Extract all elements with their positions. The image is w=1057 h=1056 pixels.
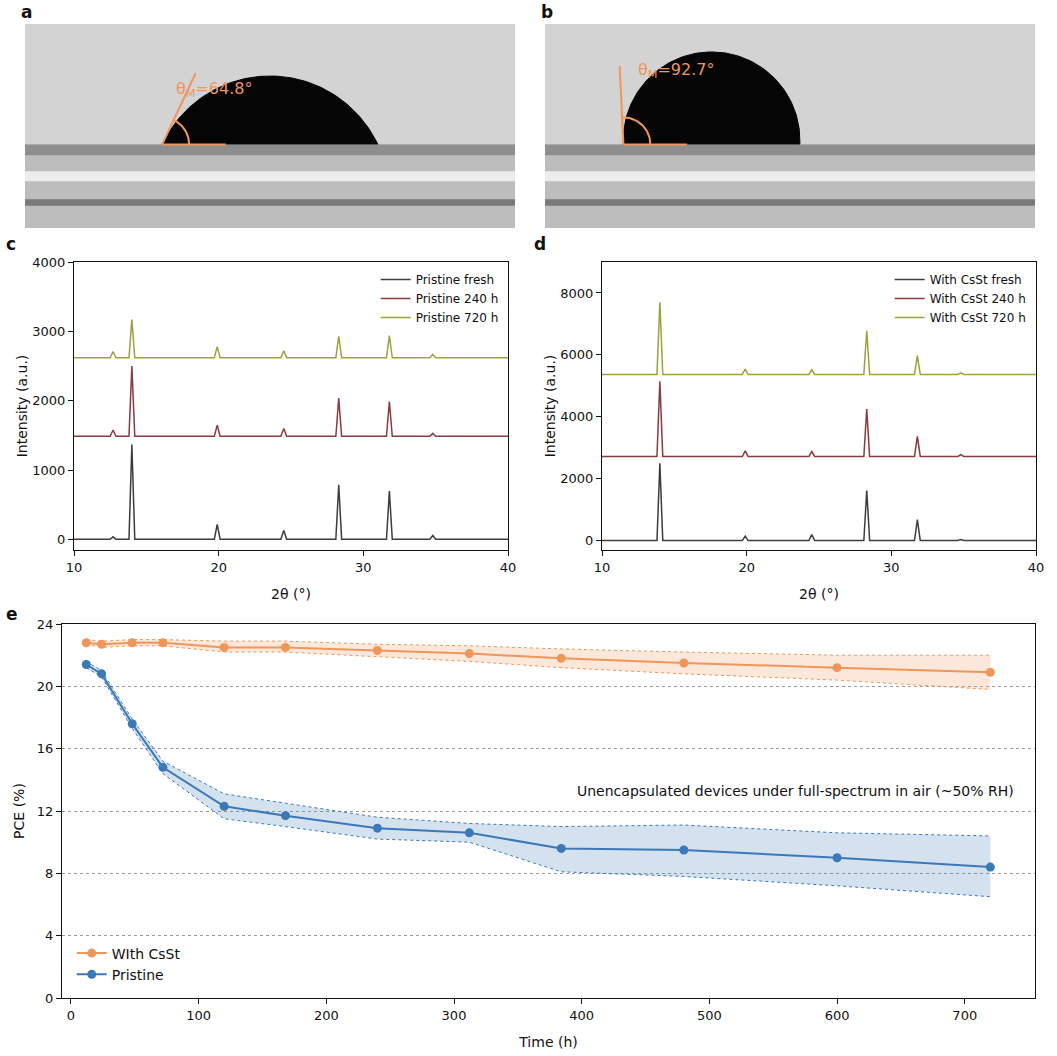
svg-text:θ​M​=64.8°: θ​M​=64.8° [176,79,252,100]
svg-text:WIth CsSt: WIth CsSt [112,946,181,962]
svg-text:Pristine 720 h: Pristine 720 h [416,311,499,325]
svg-text:10: 10 [594,560,611,575]
svg-text:Intensity (a.u.): Intensity (a.u.) [542,355,558,458]
svg-text:0: 0 [585,533,593,548]
svg-text:40: 40 [1028,560,1045,575]
svg-text:Unencapsulated devices under f: Unencapsulated devices under full-spectr… [577,783,1014,799]
svg-text:20: 20 [738,560,755,575]
svg-text:4000: 4000 [560,409,593,424]
svg-text:20: 20 [37,679,54,694]
svg-text:700: 700 [952,1008,977,1023]
svg-text:1000: 1000 [32,463,65,478]
svg-text:100: 100 [186,1008,211,1023]
html-text:a: a [21,2,33,22]
svg-text:0: 0 [45,991,53,1006]
svg-text:Pristine fresh: Pristine fresh [416,273,495,287]
svg-text:20: 20 [210,560,227,575]
html-text:c: c [6,234,17,254]
svg-text:Time (h): Time (h) [518,1034,578,1050]
html-text:e: e [6,604,18,624]
svg-text:200: 200 [314,1008,339,1023]
svg-text:With CsSt 240 h: With CsSt 240 h [930,292,1026,306]
svg-text:0: 0 [57,532,65,547]
svg-text:6000: 6000 [560,347,593,362]
html-text:b: b [541,2,554,22]
svg-text:θ​M​=92.7°: θ​M​=92.7° [638,60,714,81]
svg-text:PCE (%): PCE (%) [11,783,27,839]
svg-text:24: 24 [37,617,54,632]
svg-text:4000: 4000 [32,255,65,270]
svg-text:Pristine: Pristine [112,967,164,983]
svg-text:With CsSt fresh: With CsSt fresh [930,273,1022,287]
svg-text:8000: 8000 [560,286,593,301]
svg-text:0: 0 [67,1008,75,1023]
svg-text:2000: 2000 [560,471,593,486]
svg-text:2θ (°): 2θ (°) [799,586,839,602]
svg-text:2000: 2000 [32,393,65,408]
svg-text:16: 16 [37,741,54,756]
svg-text:600: 600 [825,1008,850,1023]
svg-text:12: 12 [37,804,54,819]
svg-text:300: 300 [442,1008,467,1023]
html-text:d: d [534,234,547,254]
svg-text:8: 8 [45,866,53,881]
svg-text:30: 30 [355,560,372,575]
svg-text:4: 4 [45,928,53,943]
svg-text:Intensity (a.u.): Intensity (a.u.) [14,355,30,458]
svg-text:10: 10 [66,560,83,575]
svg-text:Pristine 240 h: Pristine 240 h [416,292,499,306]
svg-text:40: 40 [500,560,517,575]
svg-text:500: 500 [697,1008,722,1023]
svg-text:With CsSt 720 h: With CsSt 720 h [930,311,1026,325]
svg-text:400: 400 [569,1008,594,1023]
svg-text:30: 30 [883,560,900,575]
svg-text:2θ (°): 2θ (°) [271,586,311,602]
svg-text:3000: 3000 [32,324,65,339]
